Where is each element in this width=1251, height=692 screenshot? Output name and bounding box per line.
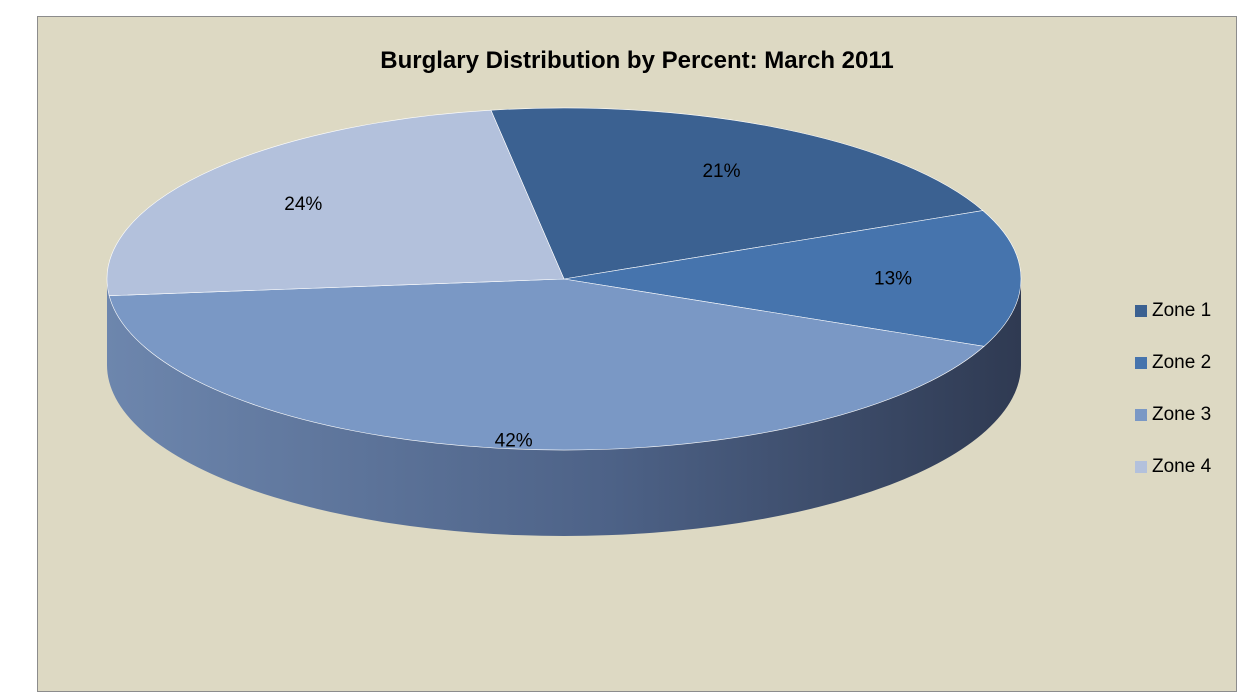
pie-chart: 21% 13% 42% 24% [106,107,1022,536]
legend-label-zone-4: Zone 4 [1152,456,1212,477]
legend-label-zone-3: Zone 3 [1152,404,1212,425]
legend-item-zone-2: Zone 2 [1135,351,1211,375]
legend-item-zone-4: Zone 4 [1135,455,1211,479]
legend-swatch-zone-3 [1135,409,1147,421]
data-label-zone-4: 24% [284,194,322,215]
legend-swatch-zone-1 [1135,305,1147,317]
legend-swatch-zone-2 [1135,357,1147,369]
chart-area[interactable]: Burglary Distribution by Percent: March … [37,16,1237,692]
pie-slice-zone-4[interactable] [106,109,565,296]
pie-slice-zone-1[interactable] [490,107,984,280]
legend-swatch-zone-4 [1135,461,1147,473]
pie-slice-zone-2[interactable] [563,210,1022,347]
data-label-zone-1: 21% [702,161,740,182]
pie-side-wall [107,279,1021,536]
cropped-top-text [0,0,1251,16]
legend-item-zone-3: Zone 3 [1135,403,1211,427]
legend-label-zone-2: Zone 2 [1152,352,1212,373]
data-label-zone-2: 13% [874,269,912,290]
legend-label-zone-1: Zone 1 [1152,300,1212,321]
pie-slice-zone-3[interactable] [108,278,985,451]
legend: Zone 1 Zone 2 Zone 3 Zone 4 [1135,299,1211,507]
chart-title: Burglary Distribution by Percent: March … [380,47,894,74]
legend-item-zone-1: Zone 1 [1135,299,1211,323]
data-label-zone-3: 42% [495,431,533,452]
